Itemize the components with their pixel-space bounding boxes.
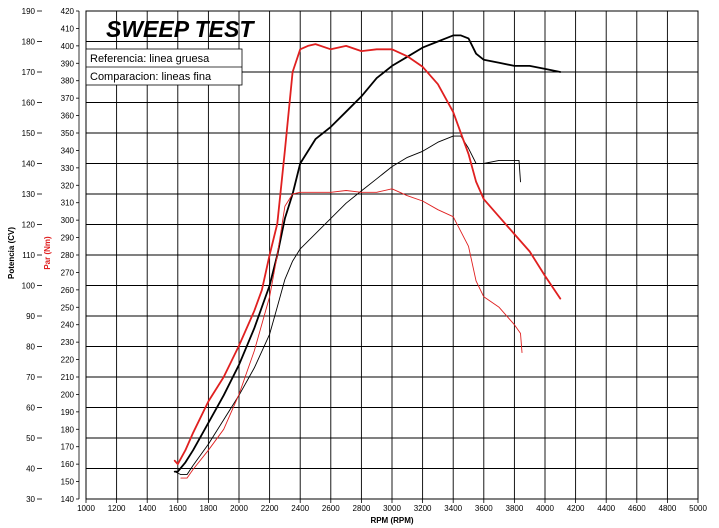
torque-tick-label: 370 xyxy=(61,94,75,103)
torque-tick-label: 190 xyxy=(61,408,75,417)
power-tick-label: 50 xyxy=(26,434,35,443)
torque-tick-label: 210 xyxy=(61,373,75,382)
torque-tick-label: 330 xyxy=(61,164,75,173)
rpm-tick-label: 2800 xyxy=(353,504,371,513)
rpm-tick-label: 1600 xyxy=(169,504,187,513)
torque-axis: 140 150 160 170 180 190 200 210 220 230 240 250 260 2… xyxy=(61,7,80,504)
power-tick-label: 160 xyxy=(22,99,36,108)
rpm-axis-title: RPM (RPM) xyxy=(370,516,413,525)
power-tick-label: 30 xyxy=(26,495,35,504)
rpm-tick-label: 1200 xyxy=(108,504,126,513)
rpm-tick-label: 2400 xyxy=(291,504,309,513)
rpm-tick-label: 4800 xyxy=(659,504,677,513)
torque-tick-label: 180 xyxy=(61,425,75,434)
rpm-tick-label: 1000 xyxy=(77,504,95,513)
power-tick-label: 170 xyxy=(22,68,36,77)
torque-tick-label: 400 xyxy=(61,42,75,51)
rpm-tick-label: 1400 xyxy=(138,504,156,513)
torque-tick-label: 220 xyxy=(61,356,75,365)
torque-tick-label: 410 xyxy=(61,24,75,33)
torque-tick-label: 150 xyxy=(61,478,75,487)
torque-tick-label: 160 xyxy=(61,460,75,469)
rpm-tick-label: 3000 xyxy=(383,504,401,513)
rpm-tick-label: 5000 xyxy=(689,504,707,513)
rpm-tick-label: 4000 xyxy=(536,504,554,513)
torque-tick-label: 260 xyxy=(61,286,75,295)
torque-tick-label: 320 xyxy=(61,181,75,190)
power-tick-label: 140 xyxy=(22,160,36,169)
power-tick-label: 110 xyxy=(22,251,35,260)
power-tick-label: 60 xyxy=(26,404,35,413)
rpm-tick-label: 4600 xyxy=(628,504,646,513)
power-axis: 30 40 50 60 70 80 90 100 110 120 130 140 150 160 170 18… xyxy=(22,7,42,504)
torque-tick-label: 140 xyxy=(61,495,75,504)
power-tick-label: 180 xyxy=(22,38,36,47)
torque-tick-label: 280 xyxy=(61,251,75,260)
potencia-referencia-line xyxy=(173,34,562,473)
torque-tick-label: 290 xyxy=(61,234,75,243)
torque-tick-label: 230 xyxy=(61,338,75,347)
legend-comparison: Comparacion: lineas fina xyxy=(90,71,212,83)
rpm-tick-label: 3800 xyxy=(506,504,524,513)
torque-tick-label: 270 xyxy=(61,268,75,277)
torque-tick-label: 360 xyxy=(61,112,75,121)
power-tick-label: 150 xyxy=(22,129,36,138)
potencia-comparacion-line xyxy=(174,135,521,476)
power-tick-label: 70 xyxy=(26,373,35,382)
power-axis-title: Potencia (CV) xyxy=(7,227,16,279)
chart-title: SWEEP TEST xyxy=(106,16,255,42)
torque-tick-label: 300 xyxy=(61,216,75,225)
series-layer xyxy=(173,34,562,479)
par-referencia-line xyxy=(173,43,562,465)
legend: Referencia: linea gruesa Comparacion: li… xyxy=(85,48,243,86)
legend-reference: Referencia: linea gruesa xyxy=(90,53,210,65)
torque-tick-label: 240 xyxy=(61,321,75,330)
torque-tick-label: 380 xyxy=(61,77,75,86)
rpm-tick-label: 1800 xyxy=(200,504,218,513)
rpm-tick-label: 3200 xyxy=(414,504,432,513)
par-comparacion-line xyxy=(180,188,523,479)
power-tick-label: 130 xyxy=(22,190,36,199)
torque-tick-label: 340 xyxy=(61,146,75,155)
torque-tick-label: 390 xyxy=(61,59,75,68)
torque-tick-label: 250 xyxy=(61,303,75,312)
power-tick-label: 100 xyxy=(22,282,36,291)
torque-tick-label: 310 xyxy=(61,199,75,208)
torque-tick-label: 170 xyxy=(61,443,75,452)
power-tick-label: 120 xyxy=(22,221,36,230)
rpm-tick-label: 4200 xyxy=(567,504,585,513)
rpm-tick-label: 2200 xyxy=(261,504,279,513)
torque-tick-label: 200 xyxy=(61,390,75,399)
rpm-tick-label: 3400 xyxy=(444,504,462,513)
rpm-tick-label: 2000 xyxy=(230,504,248,513)
rpm-tick-label: 4400 xyxy=(597,504,615,513)
power-tick-label: 190 xyxy=(22,7,36,16)
power-tick-label: 80 xyxy=(26,343,35,352)
rpm-tick-label: 2600 xyxy=(322,504,340,513)
rpm-axis: 1000 1200 1400 1600 1800 2000 2200 2400 2600 2800… xyxy=(77,499,707,513)
power-tick-label: 90 xyxy=(26,312,35,321)
torque-tick-label: 420 xyxy=(61,7,75,16)
rpm-tick-label: 3600 xyxy=(475,504,493,513)
torque-axis-title: Par (Nm) xyxy=(43,236,52,270)
torque-tick-label: 350 xyxy=(61,129,75,138)
power-tick-label: 40 xyxy=(26,465,35,474)
